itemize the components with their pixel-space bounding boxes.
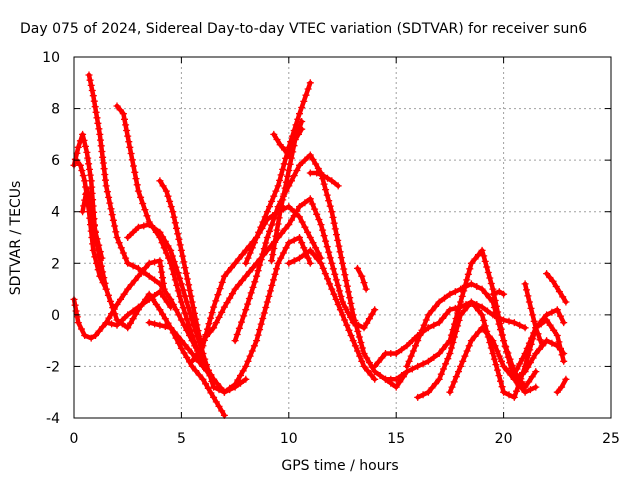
x-tick-labels: 0 5 10 15 20 25: [70, 431, 620, 447]
series-points-track-19: [354, 264, 370, 293]
plot-frame: [73, 56, 612, 419]
series-points-track-16: [270, 125, 306, 159]
series-points-track-27: [521, 280, 546, 350]
plot-area: [70, 71, 570, 419]
series-points-track-17: [285, 246, 379, 383]
y-tick-label: 4: [51, 205, 60, 221]
y-tick-label: 2: [51, 256, 60, 272]
series-points-track-7: [102, 288, 175, 329]
axis-ticks: [73, 56, 612, 419]
x-tick-label: 0: [70, 431, 79, 447]
chart-title: Day 075 of 2024, Sidereal Day-to-day VTE…: [20, 21, 587, 37]
series-points-track-18: [306, 169, 342, 190]
series-points-track-29: [553, 375, 570, 396]
x-tick-label: 10: [280, 431, 298, 447]
y-tick-labels: -4 -2 0 2 4 6 8 10: [42, 50, 60, 427]
series-points-track-25: [489, 288, 508, 298]
x-tick-label: 15: [387, 431, 405, 447]
series-points-track-14: [242, 79, 314, 267]
y-tick-label: -2: [46, 359, 60, 375]
y-axis-label: SDTVAR / TECUs: [8, 181, 24, 296]
grid: [74, 57, 611, 418]
series-points-track-24: [446, 324, 568, 396]
y-tick-label: -4: [46, 411, 60, 427]
series-line-track-26: [512, 307, 566, 377]
x-tick-label: 25: [602, 431, 620, 447]
y-tick-label: 8: [51, 102, 60, 118]
series-points-track-28: [543, 270, 570, 306]
y-tick-label: 0: [51, 308, 60, 324]
series-points-track-9: [156, 177, 314, 396]
x-tick-label: 20: [495, 431, 513, 447]
y-tick-label: 6: [51, 153, 60, 169]
x-axis-label: GPS time / hours: [281, 458, 398, 474]
series-points-track-5: [79, 185, 106, 262]
x-tick-label: 5: [177, 431, 186, 447]
y-tick-label: 10: [42, 50, 60, 66]
